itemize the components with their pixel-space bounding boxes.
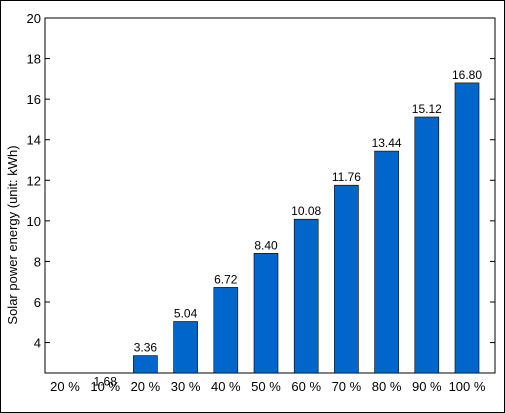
x-tick-label: 100 % (449, 379, 486, 394)
bar (173, 321, 198, 374)
bar (133, 355, 158, 374)
x-tick-label: 90 % (412, 379, 442, 394)
x-tick-label: 20 % (50, 379, 80, 394)
x-tick-label: 10 % (90, 379, 120, 394)
bar-value-label: 11.76 (332, 170, 361, 184)
value-labels-group: 1.68 3.36 5.04 6.72 8.40 10.08 11.76 13.44 15.12… (94, 68, 483, 389)
bar-value-label: 3.36 (134, 341, 158, 355)
y-tick-label: 20 (27, 11, 41, 26)
y-tick-label: 8 (34, 254, 41, 269)
x-tick-label: 30 % (171, 379, 201, 394)
y-tick-label: 6 (34, 295, 41, 310)
bar (213, 287, 239, 374)
bar (414, 116, 440, 374)
y-tick-label: 4 (34, 336, 41, 351)
bar (374, 150, 399, 374)
bar (454, 82, 480, 374)
bar-value-label: 8.40 (254, 238, 278, 252)
y-axis-title: Solar power energy (unit: kWh) (5, 145, 20, 324)
x-tick-label: 50 % (251, 379, 281, 394)
bar-value-label: 16.80 (452, 68, 482, 82)
bar (293, 218, 319, 374)
bar-value-label: 1.68 (94, 375, 118, 389)
bar-value-label: 15.12 (412, 102, 442, 116)
x-tick-label: 80 % (372, 379, 402, 394)
bar-value-label: 6.72 (214, 272, 238, 286)
x-tick-label: 70 % (332, 379, 362, 394)
x-tick-label: 40 % (211, 379, 241, 394)
bar-value-label: 10.08 (291, 204, 321, 218)
bar-value-label: 5.04 (174, 307, 198, 321)
x-axis-ticks: 20 % 10 % 20 % 30 % 40 % 50 % 60 % 70 % 80 % 90 %… (50, 379, 486, 394)
bar (253, 253, 279, 374)
bars-group (133, 82, 480, 374)
x-tick-label: 60 % (291, 379, 321, 394)
bar (334, 184, 359, 374)
bar-value-label: 13.44 (372, 136, 402, 150)
y-tick-label: 14 (27, 133, 41, 148)
y-tick-label: 16 (27, 92, 41, 107)
x-tick-label: 20 % (131, 379, 161, 394)
y-tick-label: 18 (27, 52, 41, 67)
y-tick-label: 12 (27, 173, 41, 188)
y-tick-label: 10 (27, 214, 41, 229)
y-axis-ticks: 4 6 8 10 12 14 16 18 20 (27, 11, 495, 351)
